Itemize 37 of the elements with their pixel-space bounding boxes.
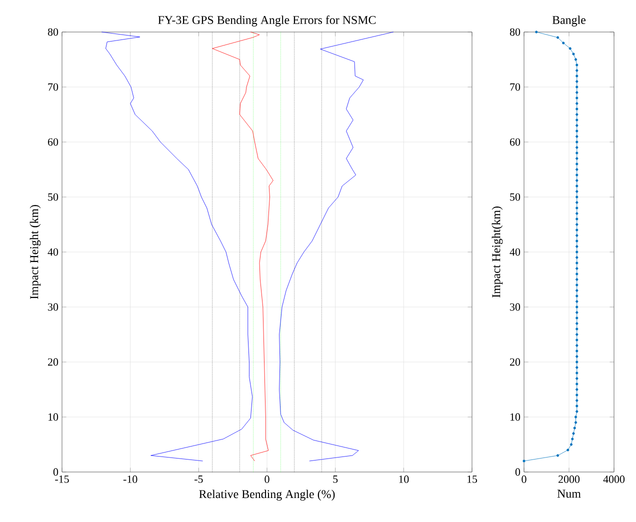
y-tick-label: 60	[510, 138, 520, 146]
x-tick-label: 4000	[603, 476, 625, 483]
x-axis-title: Relative Bending Angle (%)	[199, 490, 335, 501]
y-tick-label: 20	[510, 358, 520, 366]
y-tick-label: 30	[48, 303, 58, 311]
y-tick-label: 10	[48, 413, 58, 421]
x-axis-title: Num	[557, 490, 581, 498]
chart-title: Bangle	[552, 16, 586, 26]
y-tick-label: 20	[48, 358, 58, 366]
x-tick-label: 2000	[558, 476, 580, 483]
y-tick-label: 50	[510, 193, 520, 201]
y-tick-label: 80	[48, 28, 58, 36]
y-tick-label: 60	[48, 138, 58, 146]
y-axis-title: Impact Height (km)	[30, 205, 41, 300]
y-tick-label: 70	[48, 83, 58, 91]
y-tick-label: 40	[510, 248, 520, 256]
y-tick-label: 40	[48, 248, 58, 256]
y-tick-label: 30	[510, 303, 520, 311]
x-tick-label: 15	[467, 476, 478, 483]
y-tick-label: 70	[510, 83, 520, 91]
y-tick-label: 50	[48, 193, 58, 201]
line-series	[279, 32, 394, 462]
x-tick-label: 0	[522, 476, 526, 483]
y-tick-label: 80	[510, 28, 520, 36]
y-tick-label: 0	[515, 468, 520, 476]
chart-title: FY-3E GPS Bending Angle Errors for NSMC	[158, 15, 376, 26]
x-tick-label: -10	[123, 476, 138, 483]
x-tick-label: -5	[194, 476, 203, 483]
y-axis-title: Impact Height(km)	[492, 206, 503, 298]
line-series	[212, 32, 274, 462]
y-tick-label: 0	[53, 468, 58, 476]
x-tick-label: 0	[264, 476, 270, 483]
y-tick-label: 10	[510, 413, 520, 421]
x-tick-label: -15	[55, 476, 69, 483]
x-tick-label: 10	[399, 476, 409, 483]
x-tick-label: 5	[333, 476, 338, 483]
line-series	[101, 32, 253, 462]
